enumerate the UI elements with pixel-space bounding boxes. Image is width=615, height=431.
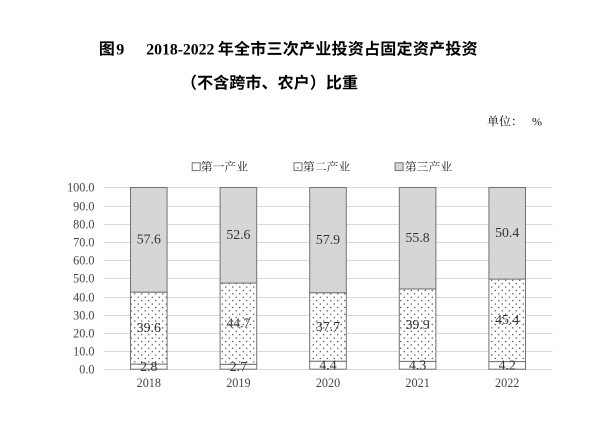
svg-text:30.0: 30.0 xyxy=(73,308,94,322)
svg-text:2021: 2021 xyxy=(405,376,429,390)
svg-text:52.6: 52.6 xyxy=(226,227,250,242)
svg-text:2019: 2019 xyxy=(226,376,250,390)
svg-text:100.0: 100.0 xyxy=(67,180,94,194)
svg-text:4.2: 4.2 xyxy=(499,358,516,373)
svg-text:57.6: 57.6 xyxy=(137,232,161,247)
svg-text:20.0: 20.0 xyxy=(73,326,94,340)
svg-text:50.4: 50.4 xyxy=(495,225,519,240)
svg-text:%: % xyxy=(532,115,542,129)
svg-text:39.6: 39.6 xyxy=(137,320,161,335)
svg-text:44.7: 44.7 xyxy=(226,316,250,331)
svg-text:45.4: 45.4 xyxy=(495,312,519,327)
svg-text:2020: 2020 xyxy=(316,376,340,390)
svg-text:90.0: 90.0 xyxy=(73,199,94,213)
svg-text:39.9: 39.9 xyxy=(406,317,430,332)
svg-text:4.4: 4.4 xyxy=(319,357,336,372)
svg-text:2018-2022: 2018-2022 xyxy=(146,41,214,58)
svg-text:4.3: 4.3 xyxy=(409,357,426,372)
svg-text:70.0: 70.0 xyxy=(73,235,94,249)
svg-text:2022: 2022 xyxy=(495,376,519,390)
svg-text:9: 9 xyxy=(116,41,124,58)
svg-text:10.0: 10.0 xyxy=(73,344,94,358)
svg-text:2.8: 2.8 xyxy=(140,359,157,374)
svg-text:55.8: 55.8 xyxy=(406,230,430,245)
svg-text:50.0: 50.0 xyxy=(73,271,94,285)
svg-text:80.0: 80.0 xyxy=(73,217,94,231)
svg-text:37.7: 37.7 xyxy=(316,319,340,334)
svg-text:60.0: 60.0 xyxy=(73,253,94,267)
svg-text:0.0: 0.0 xyxy=(79,362,94,376)
svg-text:40.0: 40.0 xyxy=(73,290,94,304)
svg-text:2018: 2018 xyxy=(137,376,161,390)
svg-text:57.9: 57.9 xyxy=(316,232,340,247)
svg-text:2.7: 2.7 xyxy=(230,359,247,374)
